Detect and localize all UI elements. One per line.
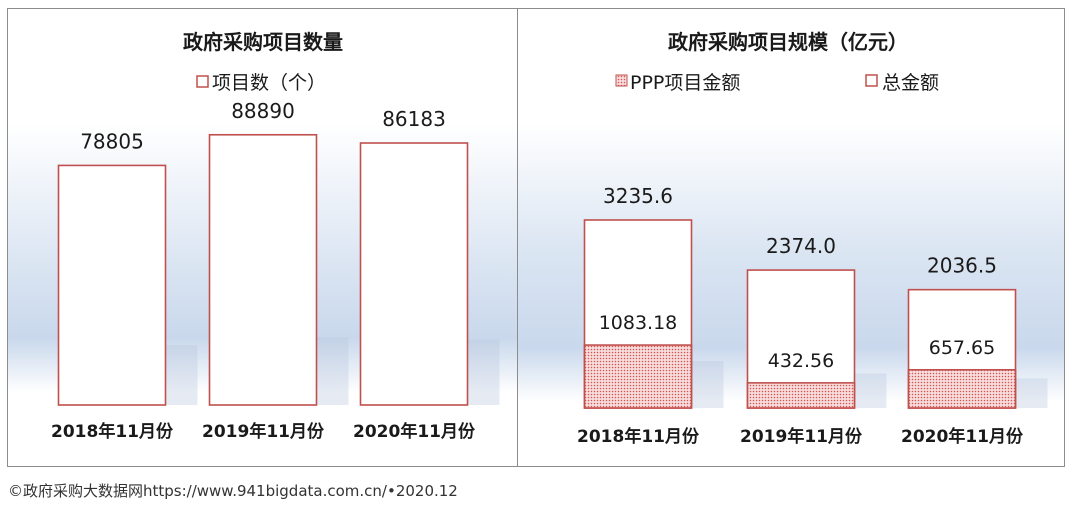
chart-title: 政府采购项目数量: [183, 30, 343, 54]
category-label: 2018年11月份: [51, 421, 174, 442]
legend-swatch-total: [865, 74, 878, 87]
source-footer: ©政府采购大数据网https://www.941bigdata.com.cn/•…: [8, 482, 458, 500]
legend-label-ppp: PPP项目金额: [630, 72, 740, 94]
panel-divider: [517, 8, 518, 467]
value-label-total: 2036.5: [927, 254, 997, 278]
right-chart-panel: 政府采购项目规模（亿元） PPP项目金额 总金额 3235.6 1083.18 20…: [518, 9, 1064, 466]
category-label: 2020年11月份: [353, 421, 476, 442]
left-chart-panel: 政府采购项目数量 项目数（个） 78805 2018年11月份 88890 2019年…: [8, 9, 517, 466]
category-label: 2020年11月份: [901, 426, 1024, 447]
value-label-ppp: 1083.18: [599, 312, 678, 334]
value-label-ppp: 432.56: [768, 350, 834, 372]
bar-project-count: [359, 142, 469, 406]
value-label-total: 2374.0: [766, 234, 836, 258]
value-label-ppp: 657.65: [929, 337, 995, 359]
value-label: 88890: [231, 99, 295, 123]
value-label-total: 3235.6: [603, 184, 673, 208]
legend-swatch-ppp: [615, 74, 628, 87]
project-count-chart: 政府采购项目数量 项目数（个） 78805 2018年11月份 88890 2019年…: [8, 9, 517, 466]
category-label: 2019年11月份: [202, 421, 325, 442]
legend-swatch-project-count: [196, 75, 209, 88]
category-label: 2019年11月份: [740, 426, 863, 447]
legend-label-project-count: 项目数（个）: [212, 72, 326, 94]
bar-ppp-amount: [746, 382, 856, 409]
chart-title: 政府采购项目规模（亿元）: [668, 30, 908, 54]
project-scale-chart: 政府采购项目规模（亿元） PPP项目金额 总金额 3235.6 1083.18 20…: [518, 9, 1064, 466]
value-label: 78805: [80, 129, 144, 153]
bar-ppp-amount: [583, 344, 693, 409]
legend: PPP项目金额 总金额: [615, 72, 939, 94]
bar-project-count: [208, 133, 318, 406]
value-label: 86183: [382, 107, 446, 131]
category-label: 2018年11月份: [577, 426, 700, 447]
bar-project-count: [57, 164, 167, 406]
legend: 项目数（个）: [196, 72, 326, 94]
bar-ppp-amount: [907, 368, 1017, 409]
legend-label-total: 总金额: [882, 72, 939, 94]
